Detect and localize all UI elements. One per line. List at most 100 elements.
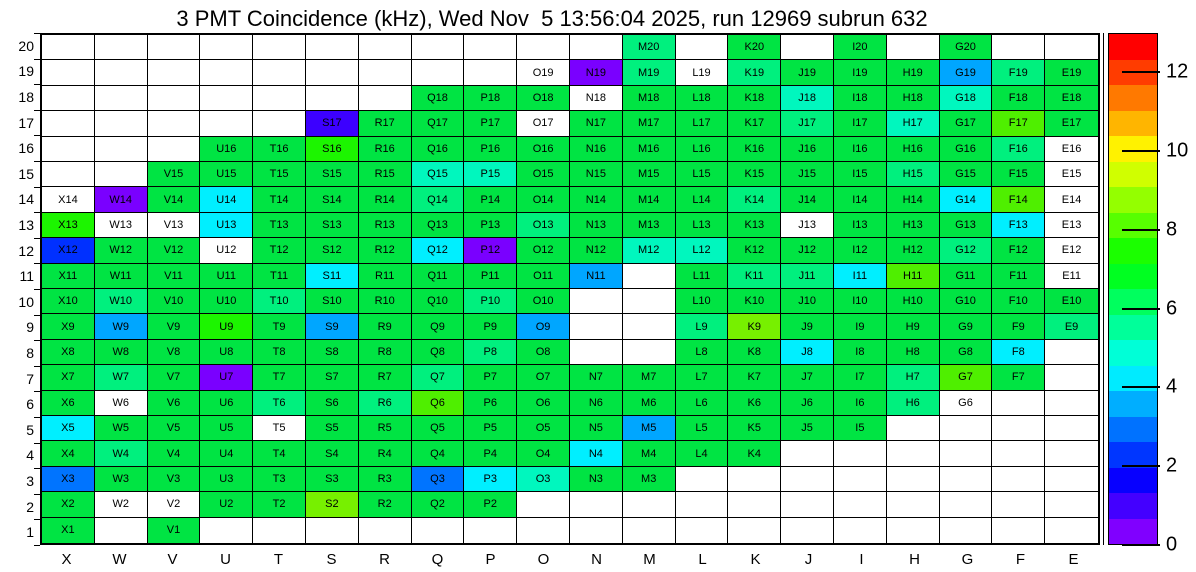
cell-L13: L13	[675, 212, 729, 239]
cell-S14: S14	[305, 187, 359, 213]
cell-T5: T5	[253, 415, 306, 442]
cell-W18	[94, 85, 148, 112]
cell-R9: R9	[358, 314, 412, 340]
cell-M10	[622, 288, 676, 315]
cell-H12: H12	[886, 238, 940, 264]
colorbar-tick-10	[1122, 150, 1160, 153]
cell-M11	[622, 263, 676, 289]
cell-V10: V10	[147, 288, 201, 315]
row-label-14: 14	[18, 191, 34, 208]
cell-X7: X7	[42, 365, 95, 391]
col-label-O: O	[537, 551, 550, 568]
cell-U18	[200, 85, 254, 112]
cell-J16: J16	[781, 136, 834, 162]
cell-W19	[94, 60, 148, 86]
cell-U15: U15	[200, 161, 254, 188]
cell-P13: P13	[464, 212, 518, 239]
cell-I19: I19	[833, 60, 887, 86]
cell-U12: U12	[200, 238, 254, 264]
cell-Q14: Q14	[411, 187, 465, 213]
cell-E18: E18	[1045, 85, 1098, 112]
cell-W20	[94, 35, 148, 61]
cell-R14: R14	[358, 187, 412, 213]
cell-N7: N7	[569, 365, 623, 391]
cell-R12: R12	[358, 238, 412, 264]
cell-S11: S11	[305, 263, 359, 289]
cell-Q19	[411, 60, 465, 86]
cell-Q17: Q17	[411, 111, 465, 137]
cell-H8: H8	[886, 339, 940, 366]
cell-Q5: Q5	[411, 415, 465, 442]
cell-U10: U10	[200, 288, 254, 315]
cell-L18: L18	[675, 85, 729, 112]
cell-P4: P4	[464, 441, 518, 467]
cell-L15: L15	[675, 161, 729, 188]
cell-F2	[992, 492, 1046, 518]
colorbar-tick-label-6: 6	[1166, 297, 1178, 320]
colorbar-band-8	[1109, 314, 1157, 340]
cell-X2: X2	[42, 492, 95, 518]
cell-W4: W4	[94, 441, 148, 467]
cell-O9: O9	[517, 314, 570, 340]
cell-Q13: Q13	[411, 212, 465, 239]
cell-F12: F12	[992, 238, 1046, 264]
cell-K5: K5	[728, 415, 782, 442]
cell-M9	[622, 314, 676, 340]
cell-U17	[200, 111, 254, 137]
cell-W12: W12	[94, 238, 148, 264]
cell-P18: P18	[464, 85, 518, 112]
cell-G16: G16	[939, 136, 993, 162]
cell-T16: T16	[253, 136, 306, 162]
cell-L2	[675, 492, 729, 518]
cell-M17: M17	[622, 111, 676, 137]
cell-Q7: Q7	[411, 365, 465, 391]
cell-U2: U2	[200, 492, 254, 518]
cell-M15: M15	[622, 161, 676, 188]
cell-R17: R17	[358, 111, 412, 137]
cell-G12: G12	[939, 238, 993, 264]
cell-F1	[992, 517, 1046, 543]
col-label-K: K	[750, 551, 761, 568]
cell-O17: O17	[517, 111, 570, 137]
cell-H7: H7	[886, 365, 940, 391]
cell-O16: O16	[517, 136, 570, 162]
cell-J20	[781, 35, 834, 61]
cell-S8: S8	[305, 339, 359, 366]
cell-S2: S2	[305, 492, 359, 518]
cell-P3: P3	[464, 466, 518, 493]
cell-J9: J9	[781, 314, 834, 340]
cell-G8: G8	[939, 339, 993, 366]
col-label-T: T	[273, 551, 284, 568]
cell-X5: X5	[42, 415, 95, 442]
cell-W14: W14	[94, 187, 148, 213]
cell-W16	[94, 136, 148, 162]
cell-O12: O12	[517, 238, 570, 264]
cell-E12: E12	[1045, 238, 1098, 264]
heatmap-grid: M20 K20 I20 G20 O19 N19 M19 L19 K19 J19 I19 H19 G19 F…	[42, 35, 1098, 543]
cell-P19	[464, 60, 518, 86]
cell-G9: G9	[939, 314, 993, 340]
cell-F15: F15	[992, 161, 1046, 188]
y-axis-tick	[34, 545, 40, 546]
cell-N16: N16	[569, 136, 623, 162]
cell-H1	[886, 517, 940, 543]
cell-G19: G19	[939, 60, 993, 86]
colorbar-tick-label-8: 8	[1166, 218, 1178, 241]
colorbar-band-4	[1109, 416, 1157, 442]
cell-L1	[675, 517, 729, 543]
cell-J3	[781, 466, 834, 493]
cell-O1	[517, 517, 570, 543]
cell-W2: W2	[94, 492, 148, 518]
y-axis-tick	[34, 186, 40, 188]
cell-E13: E13	[1045, 212, 1098, 239]
cell-K18: K18	[728, 85, 782, 112]
y-axis-tick	[34, 365, 40, 367]
cell-I20: I20	[833, 35, 887, 61]
col-label-J: J	[804, 551, 813, 568]
cell-X6: X6	[42, 390, 95, 416]
col-label-V: V	[167, 551, 178, 568]
cell-S19	[305, 60, 359, 86]
cell-E3	[1045, 466, 1098, 493]
cell-E4	[1045, 441, 1098, 467]
cell-U19	[200, 60, 254, 86]
